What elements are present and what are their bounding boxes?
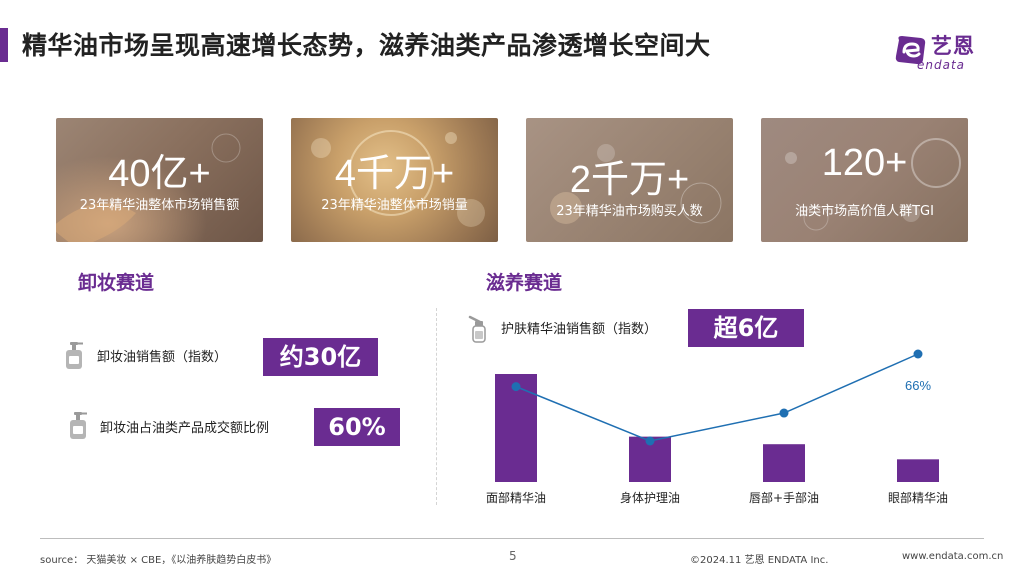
metric-value-badge: 约30亿 [263, 338, 378, 376]
footer-divider [40, 538, 984, 539]
stat-value: 4千万+ [334, 153, 455, 195]
metric-label: 卸妆油销售额（指数） [97, 350, 228, 365]
stat-card-sales: 40亿+ 23年精华油整体市场销售额 [56, 118, 263, 242]
stat-label: 23年精华油整体市场销售额 [79, 198, 240, 213]
oil-bubbles-decoration [785, 138, 961, 231]
pump-bottle-icon [70, 412, 87, 439]
endata-logo-icon [895, 36, 926, 65]
nourishing-category-chart: 面部精华油 身体护理油 唇部+手部油 眼部精华油 66% [486, 349, 948, 505]
chart-line-point-0 [511, 382, 521, 392]
chart-line-point-3 [913, 349, 923, 359]
chart-line-point-2 [779, 408, 789, 418]
title-accent-bar [0, 28, 8, 62]
footer-source: source： 天猫美妆 × CBE，《以油养肤趋势白皮书》 [40, 555, 277, 566]
page-title: 精华油市场呈现高速增长态势，滋养油类产品渗透增长空间大 [22, 31, 711, 60]
footer-copyright: ©2024.11 艺恩 ENDATA Inc. [690, 555, 829, 566]
page-number: 5 [509, 549, 517, 563]
oil-drops-decoration [550, 144, 722, 224]
section-title-makeup-removal: 卸妆赛道 [78, 272, 155, 294]
metric-value-badge: 60% [314, 408, 400, 446]
logo-english-text: endata [917, 58, 966, 72]
pump-bottle-icon [66, 342, 83, 369]
metric-value-badge: 超6亿 [688, 309, 804, 347]
oil-texture-decoration [56, 133, 241, 242]
chart-line-point-1 [645, 436, 655, 446]
stat-label: 23年精华油市场购买人数 [556, 204, 703, 219]
stat-value: 120+ [821, 142, 908, 184]
metric-label: 护肤精华油销售额（指数） [501, 322, 658, 337]
section-divider [436, 308, 437, 505]
chart-category-label-2: 唇部+手部油 [749, 490, 819, 505]
section-title-nourishing: 滋养赛道 [486, 272, 563, 294]
chart-category-label-3: 眼部精华油 [888, 490, 948, 505]
stat-value: 40亿+ [108, 153, 211, 195]
chart-category-label-0: 面部精华油 [486, 490, 546, 505]
stat-card-volume: 4千万+ 23年精华油整体市场销量 [291, 118, 498, 242]
chart-bar-3 [897, 459, 939, 482]
brand-logo: 艺恩 endata [893, 30, 993, 72]
stat-value: 2千万+ [569, 159, 690, 201]
chart-category-label-1: 身体护理油 [620, 490, 680, 505]
logo-chinese-text: 艺恩 [931, 34, 975, 58]
chart-line-series [515, 353, 919, 442]
stat-label: 油类市场高价值人群TGI [795, 204, 934, 219]
stat-card-tgi: 120+ 油类市场高价值人群TGI [761, 118, 968, 242]
stat-label: 23年精华油整体市场销量 [321, 198, 468, 213]
metric-label: 卸妆油占油类产品成交额比例 [100, 421, 270, 436]
chart-annotation-0: 66% [905, 378, 931, 393]
stat-card-buyers: 2千万+ 23年精华油市场购买人数 [526, 118, 733, 242]
oil-bubbles-decoration [311, 130, 485, 227]
chart-bar-2 [763, 444, 805, 482]
footer-website: www.endata.com.cn [902, 551, 1004, 562]
dropper-bottle-icon [468, 315, 486, 343]
